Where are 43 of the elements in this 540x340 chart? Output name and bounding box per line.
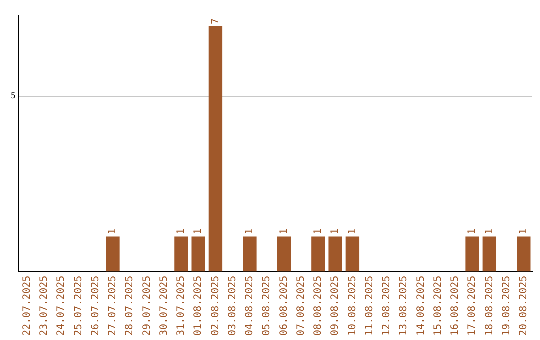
x-tick-label: 09.08.2025	[330, 276, 342, 336]
x-tick-label: 08.08.2025	[313, 276, 324, 336]
x-tick-label: 02.08.2025	[210, 276, 222, 336]
x-tick-label: 01.08.2025	[193, 276, 204, 336]
x-tick-label: 20.08.2025	[518, 276, 530, 336]
data-label: 1	[278, 228, 290, 235]
x-tick-label: 28.07.2025	[124, 276, 136, 336]
data-label: 1	[467, 228, 478, 235]
x-tick-label: 14.08.2025	[416, 276, 427, 336]
x-tick-label: 03.08.2025	[227, 276, 238, 336]
x-tick-label: 06.08.2025	[278, 276, 290, 336]
x-tick-label: 25.07.2025	[73, 276, 84, 336]
x-tick-label: 05.08.2025	[262, 276, 273, 336]
x-tick-label: 27.07.2025	[108, 276, 119, 336]
x-tick-label: 24.07.2025	[56, 276, 68, 336]
x-tick-label: 15.08.2025	[432, 276, 444, 336]
data-label: 1	[176, 228, 188, 235]
data-label: 7	[210, 18, 222, 25]
x-tick-label: 17.08.2025	[467, 276, 478, 336]
x-tick-label: 19.08.2025	[501, 276, 512, 336]
x-tick-label: 23.07.2025	[39, 276, 50, 336]
data-label: 1	[313, 228, 324, 235]
x-tick-label: 11.08.2025	[364, 276, 376, 336]
x-tick-label: 22.07.2025	[22, 276, 33, 336]
x-tick-label: 07.08.2025	[296, 276, 307, 336]
x-tick-label: 12.08.2025	[382, 276, 393, 336]
data-label: 1	[244, 228, 256, 235]
data-label: 1	[347, 228, 358, 235]
x-tick-label: 30.07.2025	[158, 276, 170, 336]
x-tick-label: 13.08.2025	[398, 276, 410, 336]
x-tick-label: 16.08.2025	[450, 276, 462, 336]
data-label: 1	[518, 228, 530, 235]
data-label: 1	[330, 228, 342, 235]
x-tick-label: 26.07.2025	[90, 276, 102, 336]
data-label: 1	[108, 228, 119, 235]
data-label: 1	[484, 228, 496, 235]
x-tick-label: 31.07.2025	[176, 276, 188, 336]
x-tick-label: 18.08.2025	[484, 276, 496, 336]
x-tick-label: 10.08.2025	[347, 276, 358, 336]
y-tick-label: 5	[10, 92, 16, 101]
data-label: 1	[193, 228, 204, 235]
x-tick-label: 29.07.2025	[142, 276, 153, 336]
x-tick-label: 04.08.2025	[244, 276, 256, 336]
